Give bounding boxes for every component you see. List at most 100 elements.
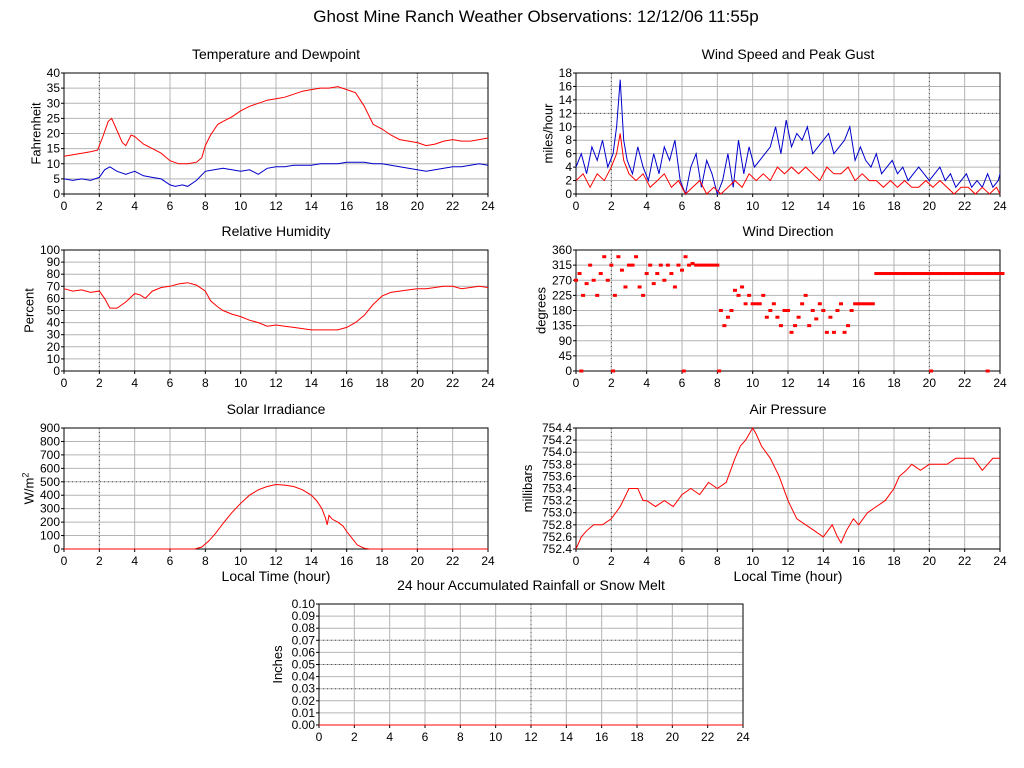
wdir-ytick-label: 315 [552,258,572,272]
wdir-point [711,263,716,267]
page-title: Ghost Mine Ranch Weather Observations: 1… [313,7,759,26]
solar-xtick-label: 8 [202,554,209,568]
wdir-point [782,309,787,312]
wdir-point [764,315,769,319]
rain-ytick-label: 0.08 [292,621,316,635]
wdir-xtick-label: 12 [781,376,795,390]
temp-ytick-label: 15 [47,142,61,156]
rh-ytick-label: 80 [47,267,61,281]
rain-ytick-label: 0.00 [292,718,316,732]
rh-xtick-label: 0 [61,376,68,390]
temp-xtick-label: 16 [340,199,354,213]
wdir-point [644,272,649,276]
temp-ytick-label: 0 [53,187,60,201]
wdir-point [708,263,713,267]
rh-chart: Relative Humidity01020304050607080901000… [22,223,495,390]
rh-ytick-label: 10 [47,352,61,366]
wdir-point [637,285,642,289]
solar-ylabel-text: W/m [22,478,37,505]
wind-chart: Wind Speed and Peak Gust0246810121416180… [540,46,1007,213]
wdir-point [690,261,695,265]
solar-xtick-label: 22 [446,554,460,568]
wdir-point [676,263,681,267]
pressure-ylabel-text: millibars [520,464,535,512]
wind-xtick-label: 18 [887,199,901,213]
wdir-xtick-label: 24 [993,376,1007,390]
wdir-point [616,255,621,259]
solar-xtick-label: 6 [167,554,174,568]
rh-xtick-label: 20 [411,376,425,390]
solar-ylabel-superscript: 2 [21,473,31,478]
wdir-point [828,315,833,319]
rh-xtick-label: 8 [202,376,209,390]
wdir-point [619,268,624,272]
wdir-point [658,263,663,267]
rh-series-relative-humidity [63,282,489,331]
rh-xtick-label: 12 [269,376,283,390]
wdir-point [803,293,808,297]
solar-title: Solar Irradiance [227,401,326,417]
wdir-point [704,263,709,267]
rh-xtick-label: 4 [131,376,138,390]
pressure-xtick-label: 16 [852,554,866,568]
rain-ytick-label: 0.04 [292,670,316,684]
wind-xtick-label: 24 [993,199,1007,213]
pressure-xtick-label: 24 [993,554,1007,568]
rh-xtick-label: 18 [375,376,389,390]
wdir-point [831,330,836,334]
wdir-ytick-label: 360 [552,243,572,257]
wdir-point [733,288,737,292]
wind-xtick-label: 12 [781,199,795,213]
temp-xtick-label: 2 [96,199,103,213]
wdir-point [789,330,794,334]
wdir-point [800,302,805,306]
wind-xtick-label: 0 [573,199,580,213]
wdir-point [888,272,899,276]
solar-xtick-label: 16 [340,554,354,568]
wdir-xtick-label: 20 [923,376,937,390]
wdir-point [929,369,934,373]
solar-chart: Solar Irradiance010020030040050060070080… [21,401,495,584]
rh-ytick-label: 30 [47,328,61,342]
rain-xtick-label: 22 [701,730,715,744]
rh-ytick-label: 0 [53,364,60,378]
wdir-point [740,285,745,289]
wind-xtick-label: 2 [608,199,615,213]
pressure-xtick-label: 14 [817,554,831,568]
wind-ytick-label: 8 [565,133,572,147]
wind-xtick-label: 4 [643,199,650,213]
wdir-point [680,268,684,272]
wdir-point [839,302,843,306]
solar-xtick-label: 0 [61,554,68,568]
wdir-point [863,302,868,306]
wind-ylabel: miles/hour [540,103,555,164]
rain-xtick-label: 0 [316,730,323,744]
wdir-point [966,272,977,276]
wind-ytick-label: 16 [559,79,573,93]
wdir-point [775,315,780,319]
wdir-point [835,309,840,312]
rh-ytick-label: 20 [47,340,61,354]
rain-ytick-label: 0.05 [292,658,316,672]
temp-xtick-label: 10 [234,199,248,213]
wdir-xtick-label: 4 [643,376,650,390]
wdir-ytick-label: 90 [559,334,573,348]
pressure-xtick-label: 6 [679,554,686,568]
pressure-title: Air Pressure [749,401,826,417]
pressure-xtick-label: 10 [746,554,760,568]
rh-ytick-label: 70 [47,279,61,293]
wdir-point [853,302,858,306]
rh-ytick-label: 90 [47,255,61,269]
pressure-xtick-label: 20 [923,554,937,568]
rh-title: Relative Humidity [222,223,331,239]
solar-ytick-label: 500 [40,475,60,489]
wdir-point [973,272,984,276]
wind-ytick-label: 14 [559,93,573,107]
wdir-point [959,272,970,276]
wdir-point [591,278,596,282]
rh-ylabel-text: Percent [22,288,37,333]
temp-ytick-label: 5 [53,172,60,186]
temp-series-temperature [63,86,489,165]
rain-xtick-label: 18 [630,730,644,744]
wdir-title: Wind Direction [742,223,833,239]
